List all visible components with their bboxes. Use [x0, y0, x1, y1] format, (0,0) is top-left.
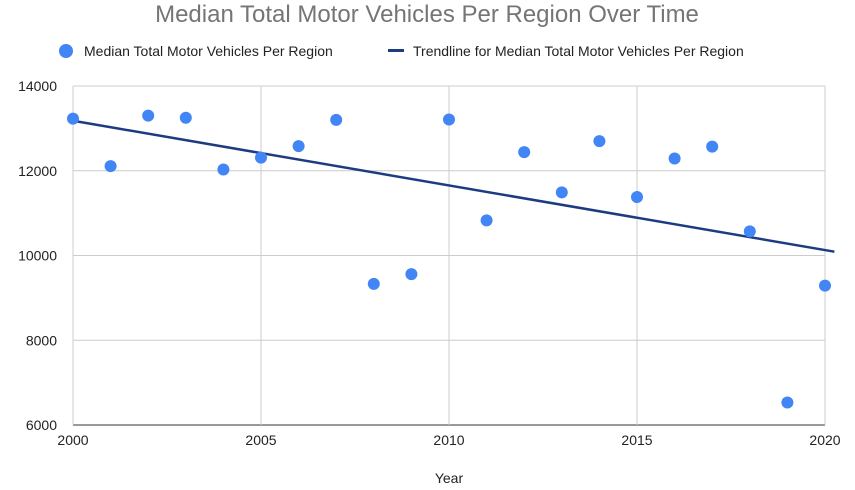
data-point [743, 225, 756, 238]
legend: Median Total Motor Vehicles Per Region T… [59, 43, 744, 59]
y-tick-label: 6000 [26, 417, 57, 433]
y-tick-label: 12000 [18, 163, 57, 179]
data-points [67, 109, 831, 409]
legend-marker-scatter [59, 44, 73, 58]
data-point [142, 109, 155, 122]
x-tick-label: 2000 [57, 432, 88, 448]
y-tick-label: 8000 [26, 332, 57, 348]
data-point [217, 163, 230, 176]
y-tick-label: 10000 [18, 248, 57, 264]
data-point [330, 113, 343, 126]
data-point [593, 135, 606, 148]
data-point [480, 214, 493, 227]
data-point [819, 279, 831, 292]
data-point [104, 160, 117, 173]
data-point [179, 111, 192, 124]
data-point [668, 152, 681, 165]
y-axis: 6000 8000 10000 12000 14000 [18, 78, 57, 433]
data-point [67, 112, 79, 125]
y-tick-label: 14000 [18, 78, 57, 94]
data-point [518, 146, 531, 159]
legend-label-scatter: Median Total Motor Vehicles Per Region [84, 43, 333, 59]
x-tick-label: 2015 [621, 432, 652, 448]
grid [72, 85, 826, 426]
chart-title: Median Total Motor Vehicles Per Region O… [155, 1, 699, 28]
data-point [555, 186, 568, 199]
data-point [443, 113, 455, 126]
trendline-path [72, 119, 835, 253]
trendline [72, 119, 835, 253]
data-point [292, 140, 305, 153]
x-tick-label: 2010 [433, 432, 464, 448]
data-point [405, 268, 418, 281]
x-axis: 2000 2005 2010 2015 2020 [57, 432, 840, 448]
legend-label-trendline: Trendline for Median Total Motor Vehicle… [413, 43, 744, 59]
data-point [631, 191, 643, 204]
data-point [367, 277, 380, 290]
x-tick-label: 2005 [245, 432, 276, 448]
data-point [706, 140, 719, 153]
x-tick-label: 2020 [809, 432, 840, 448]
data-point [781, 396, 794, 409]
x-axis-title: Year [435, 470, 464, 486]
legend-marker-trendline [388, 49, 404, 52]
data-point [255, 151, 267, 164]
